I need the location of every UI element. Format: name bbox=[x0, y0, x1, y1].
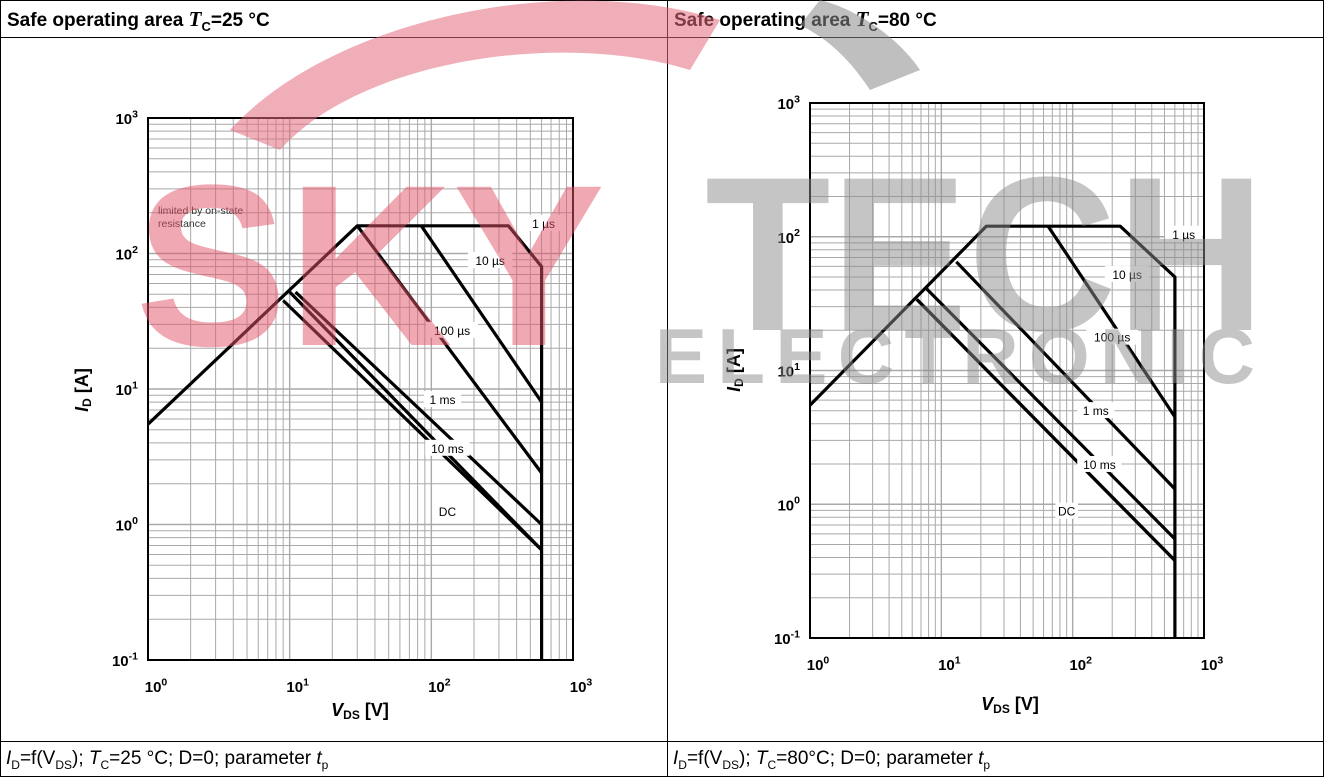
panel-tc25: Safe operating area TC=25 °C ID=f(VDS); … bbox=[0, 0, 668, 777]
curve-label: 1 ms bbox=[1083, 404, 1109, 418]
curve-label: 1 ms bbox=[430, 393, 456, 407]
footer-mid2: ); bbox=[72, 748, 89, 769]
y-tick-label: 101 bbox=[115, 379, 138, 399]
curve-label: 100 µs bbox=[1094, 331, 1130, 345]
footer-isub: D bbox=[678, 757, 687, 772]
footer-isub: D bbox=[11, 757, 20, 772]
series-line bbox=[915, 298, 1177, 562]
curve-label: 1 µs bbox=[532, 217, 555, 231]
curve-label-bg bbox=[1077, 455, 1122, 472]
footer-mid3: =80°C; D=0; parameter bbox=[776, 748, 979, 769]
y-tick-label: 102 bbox=[777, 227, 800, 247]
panel-footer: ID=f(VDS); TC=25 °C; D=0; parameter tp bbox=[1, 741, 667, 776]
x-axis-title: VDS [V] bbox=[331, 700, 389, 722]
x-tick-label: 102 bbox=[428, 676, 451, 696]
x-tick-label: 100 bbox=[145, 676, 168, 696]
series-line bbox=[288, 290, 543, 552]
y-tick-label: 10-1 bbox=[112, 650, 138, 670]
x-tick-label: 101 bbox=[938, 654, 961, 674]
y-tick-label: 102 bbox=[115, 244, 138, 264]
footer-tpsub: p bbox=[321, 757, 329, 772]
series-line bbox=[1046, 225, 1177, 418]
curve-label-bg bbox=[423, 391, 462, 408]
footer-tsub: C bbox=[767, 757, 777, 772]
curve-label: 10 µs bbox=[1112, 268, 1142, 282]
footer-vsub: DS bbox=[55, 757, 72, 772]
footer-i: I bbox=[673, 748, 679, 769]
header-t: T bbox=[188, 7, 202, 31]
curve-label: 10 ms bbox=[1083, 458, 1116, 472]
curve-label-bg bbox=[1055, 502, 1078, 519]
series-line bbox=[419, 224, 543, 404]
series-line bbox=[923, 285, 1177, 541]
curve-label-bg bbox=[436, 502, 459, 519]
footer-mid1: =f(V bbox=[19, 748, 56, 769]
y-tick-label: 100 bbox=[115, 515, 138, 535]
footer-mid2: ); bbox=[739, 748, 756, 769]
curve-label: 10 ms bbox=[431, 442, 464, 456]
footer-tp: t bbox=[978, 748, 984, 769]
x-tick-label: 102 bbox=[1069, 654, 1092, 674]
curve-label: 10 µs bbox=[475, 254, 505, 268]
series-line bbox=[808, 224, 1177, 638]
footer-tsub: C bbox=[100, 757, 110, 772]
curve-label-bg bbox=[1086, 328, 1139, 345]
y-tick-label: 103 bbox=[115, 108, 138, 128]
plot-frame bbox=[809, 102, 1205, 639]
curve-label-bg bbox=[1104, 266, 1150, 283]
series-line bbox=[955, 260, 1177, 491]
curve-label: DC bbox=[439, 505, 457, 519]
series-line bbox=[282, 299, 543, 552]
header-sub: C bbox=[201, 18, 211, 34]
series-group bbox=[146, 224, 544, 660]
x-tick-label: 100 bbox=[807, 654, 830, 674]
x-axis-title: VDS [V] bbox=[981, 694, 1039, 716]
x-tick-label: 101 bbox=[286, 676, 309, 696]
series-group bbox=[808, 224, 1177, 638]
series-line bbox=[294, 290, 543, 526]
curve-label-bg bbox=[467, 252, 513, 269]
footer-i: I bbox=[6, 748, 12, 769]
curve-label-bg bbox=[1077, 402, 1115, 419]
curve-label-bg bbox=[1165, 225, 1203, 242]
curve-label-bg bbox=[426, 321, 478, 338]
footer-tp: t bbox=[316, 748, 322, 769]
y-tick-label: 101 bbox=[777, 361, 800, 381]
panel-footer: ID=f(VDS); TC=80°C; D=0; parameter tp bbox=[668, 741, 1323, 776]
y-axis-title: ID [A] bbox=[724, 348, 746, 392]
footer-t: T bbox=[88, 748, 101, 769]
footer-mid3: =25 °C; D=0; parameter bbox=[109, 748, 317, 769]
curve-label: 100 µs bbox=[434, 324, 470, 338]
series-line bbox=[356, 224, 543, 474]
chart-1: 100 101 102 103 10-1 100 101 102 103 VDS [V] ID [A… bbox=[724, 93, 1223, 716]
y-tick-label: 10-1 bbox=[774, 628, 800, 648]
footer-tpsub: p bbox=[983, 757, 991, 772]
curve-label: DC bbox=[1058, 505, 1076, 519]
curve-label-bg bbox=[524, 214, 563, 231]
footer-t: T bbox=[755, 748, 768, 769]
y-tick-label: 103 bbox=[777, 93, 800, 113]
curve-label-bg bbox=[425, 439, 470, 456]
x-tick-label: 103 bbox=[570, 676, 593, 696]
header-prefix: Safe operating area bbox=[7, 10, 189, 31]
footer-mid1: =f(V bbox=[686, 748, 723, 769]
annotation-text: limited by on-state resistance bbox=[158, 205, 243, 230]
curve-label: 1 µs bbox=[1172, 228, 1195, 242]
x-tick-label: 103 bbox=[1201, 654, 1224, 674]
footer-vsub: DS bbox=[722, 757, 739, 772]
y-axis-title: ID [A] bbox=[72, 368, 94, 412]
y-tick-label: 100 bbox=[777, 495, 800, 515]
chart-0: 100 101 102 103 10-1 100 101 102 103 VDS [V] ID [A… bbox=[72, 108, 592, 722]
series-line bbox=[146, 224, 544, 660]
